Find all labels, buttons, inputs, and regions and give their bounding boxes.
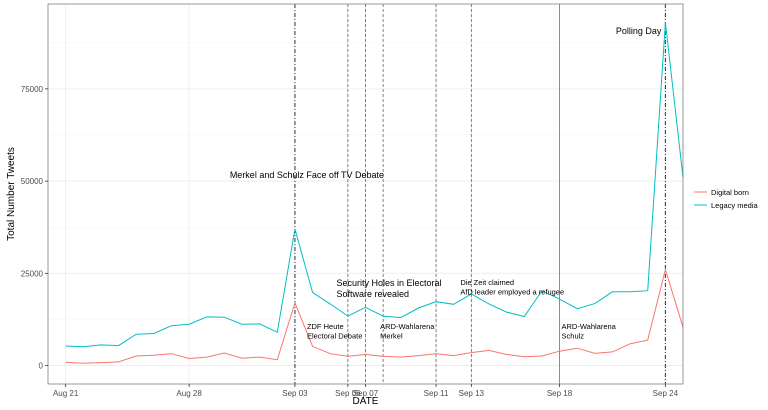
- event-annotation-line: Schulz: [562, 332, 585, 341]
- event-annotation: Polling Day: [616, 26, 662, 36]
- axes: 0 25000 50000 75000 Aug 21 Aug 28 Sep 03 Sep 06…: [21, 85, 679, 398]
- y-tick-label: 25000: [21, 269, 44, 278]
- event-annotation-line: Merkel: [380, 332, 403, 341]
- event-annotation-line: Electoral Debate: [307, 332, 362, 341]
- event-annotation: Security Holes in Electoral Software reve…: [337, 278, 442, 299]
- y-tick-label: 75000: [21, 85, 44, 94]
- y-tick-label: 0: [39, 362, 44, 371]
- event-annotation-line: Polling Day: [616, 26, 662, 36]
- x-axis-title: DATE: [353, 396, 379, 407]
- event-markers: [294, 4, 666, 384]
- event-annotation-line: Software revealed: [337, 289, 410, 299]
- x-tick-label: Sep 11: [424, 389, 449, 398]
- x-tick-label: Sep 13: [459, 389, 485, 398]
- legend: Digital born Legacy media: [694, 188, 759, 210]
- legend-label: Digital born: [711, 188, 749, 197]
- event-annotation-line: Merkel and Schulz Face off TV Debate: [230, 170, 384, 180]
- event-annotation: ARD-Wahlarena Schulz: [562, 322, 617, 341]
- series-line-digital-born: [65, 267, 684, 364]
- x-tick-label: Aug 28: [176, 389, 202, 398]
- x-tick-label: Sep 03: [282, 389, 308, 398]
- y-tick-label: 50000: [21, 177, 44, 186]
- x-tick-label: Sep 18: [547, 389, 573, 398]
- series-lines: [65, 22, 684, 364]
- event-annotation-line: AfD leader employed a refugee: [460, 288, 564, 297]
- event-annotation: ARD-Wahlarena Merkel: [380, 322, 435, 341]
- x-tick-label: Sep 24: [653, 389, 679, 398]
- x-tick-label: Sep 07: [353, 389, 379, 398]
- y-axis-title: Total Number Tweets: [6, 147, 17, 241]
- x-tick-label: Sep 06: [335, 389, 361, 398]
- series-line-legacy-media: [65, 22, 684, 348]
- event-annotation-line: ZDF Heute: [307, 322, 344, 331]
- event-annotation: Die Zeit claimed AfD leader employed a re…: [460, 278, 564, 297]
- x-tick-label: Aug 21: [53, 389, 79, 398]
- event-annotation-line: ARD-Wahlarena: [380, 322, 435, 331]
- event-annotations: Merkel and Schulz Face off TV Debate ZDF …: [230, 26, 662, 341]
- event-annotation: Merkel and Schulz Face off TV Debate: [230, 170, 384, 180]
- event-annotation-line: Security Holes in Electoral: [337, 278, 442, 288]
- event-annotation-line: Die Zeit claimed: [460, 278, 514, 287]
- legend-label: Legacy media: [711, 201, 759, 210]
- event-annotation: ZDF Heute Electoral Debate: [307, 322, 362, 341]
- event-annotation-line: ARD-Wahlarena: [562, 322, 617, 331]
